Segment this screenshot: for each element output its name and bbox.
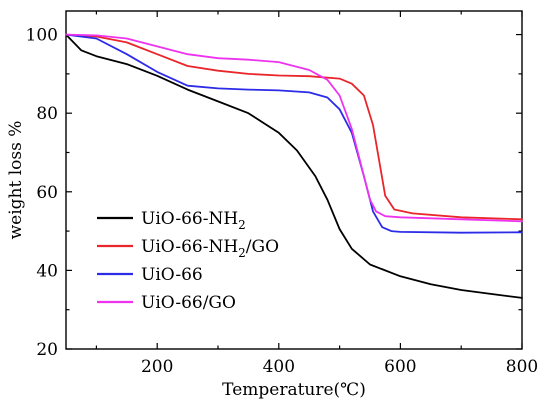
legend-subscript: 2	[238, 218, 246, 232]
legend-name: UiO-66-NH	[141, 209, 238, 229]
legend-label-1: UiO-66-NH2/GO	[141, 237, 279, 260]
y-tick-label: 20	[36, 340, 58, 360]
x-tick-label: 400	[263, 357, 295, 377]
legend-label-0: UiO-66-NH2	[141, 209, 246, 232]
legend-subscript: 2	[238, 246, 246, 260]
y-tick-label: 40	[36, 261, 58, 281]
plot-frame	[65, 10, 523, 350]
y-tick-label: 60	[36, 183, 58, 203]
x-tick-label: 800	[506, 357, 538, 377]
legend-suffix: /GO	[246, 237, 279, 257]
y-tick-label: 100	[26, 26, 58, 46]
legend-name: UiO-66/GO	[141, 293, 236, 313]
series-line-3	[65, 33, 523, 223]
legend-name: UiO-66-NH	[141, 237, 238, 257]
series-line-1	[65, 33, 523, 221]
x-tick-label: 200	[141, 357, 173, 377]
legend-name: UiO-66	[141, 265, 203, 285]
x-axis-title: Temperature(℃)	[222, 380, 366, 400]
x-tick-label: 600	[384, 357, 416, 377]
legend-label-3: UiO-66/GO	[141, 293, 236, 313]
series-group	[65, 33, 523, 299]
axis-ticks: 200 400 600 800 20 40 60 80 100	[26, 11, 538, 377]
legend-label-2: UiO-66	[141, 265, 203, 285]
series-line-2	[65, 33, 523, 234]
y-tick-label: 80	[36, 104, 58, 124]
y-axis-title: weight loss %	[6, 121, 26, 240]
series-line-0	[65, 33, 523, 299]
